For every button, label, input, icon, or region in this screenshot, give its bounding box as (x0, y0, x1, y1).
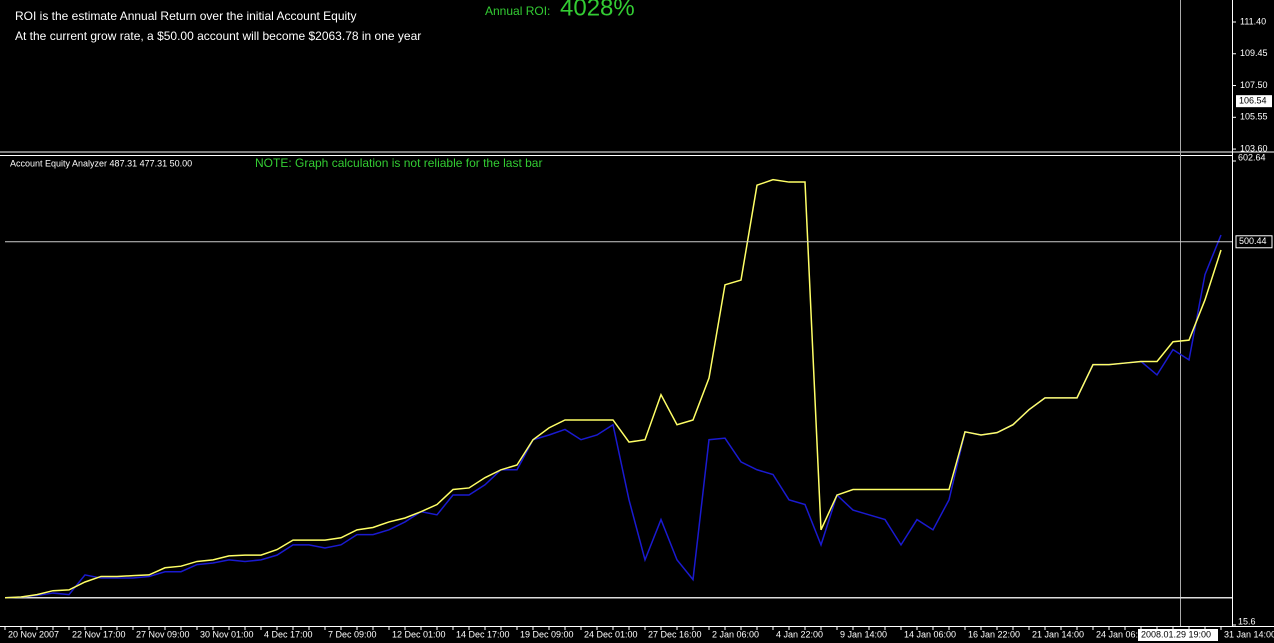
x-tick-label: 16 Jan 22:00 (968, 629, 1020, 639)
x-tick-label: 12 Dec 01:00 (392, 629, 446, 639)
x-tick-label: 2 Jan 06:00 (712, 629, 759, 639)
x-tick-label: 27 Dec 16:00 (648, 629, 702, 639)
x-tick-label: 4 Dec 17:00 (264, 629, 313, 639)
price-label: 111.40 (1240, 16, 1266, 26)
note: NOTE: Graph calculation is not reliable … (255, 156, 542, 170)
series-line (4, 178, 1222, 599)
roi-value: 4028% (560, 0, 635, 21)
crosshair-time-label: 2008.01.29 19:00 (1141, 629, 1211, 639)
current-price-box (1236, 95, 1272, 108)
price-label: 107.50 (1240, 80, 1268, 90)
info-line: At the current grow rate, a $50.00 accou… (15, 29, 421, 43)
current-price-label: 106.54 (1239, 96, 1267, 106)
roi-label: Annual ROI: (485, 4, 550, 18)
indicator-title: Account Equity Analyzer 487.31 477.31 50… (10, 158, 192, 168)
x-tick-label: 20 Nov 2007 (8, 629, 59, 639)
x-tick-label: 14 Dec 17:00 (456, 629, 510, 639)
x-tick-label: 30 Nov 01:00 (200, 629, 254, 639)
price-label: 109.45 (1240, 48, 1268, 58)
x-tick-label: 31 Jan 14:00 (1224, 629, 1274, 639)
x-tick-label: 22 Nov 17:00 (72, 629, 126, 639)
x-tick-label: 24 Dec 01:00 (584, 629, 638, 639)
x-tick-label: 21 Jan 14:00 (1032, 629, 1084, 639)
x-tick-label: 19 Dec 09:00 (520, 629, 574, 639)
value-label: 15.6 (1238, 616, 1256, 626)
crosshair-value-label: 500.44 (1239, 236, 1267, 246)
x-tick-label: 14 Jan 06:00 (904, 629, 956, 639)
price-label: 103.60 (1240, 143, 1268, 153)
x-tick-label: 24 Jan 06:00 (1096, 629, 1148, 639)
x-tick-label: 9 Jan 14:00 (840, 629, 887, 639)
price-label: 105.55 (1240, 112, 1268, 122)
x-tick-label: 27 Nov 09:00 (136, 629, 190, 639)
crosshair-value-box (1235, 235, 1273, 249)
value-label: 602.64 (1238, 152, 1266, 162)
x-tick-label: 4 Jan 22:00 (776, 629, 823, 639)
crosshair-time-box (1138, 629, 1218, 641)
info-line: ROI is the estimate Annual Return over t… (15, 9, 357, 23)
x-tick-label: 7 Dec 09:00 (328, 629, 377, 639)
